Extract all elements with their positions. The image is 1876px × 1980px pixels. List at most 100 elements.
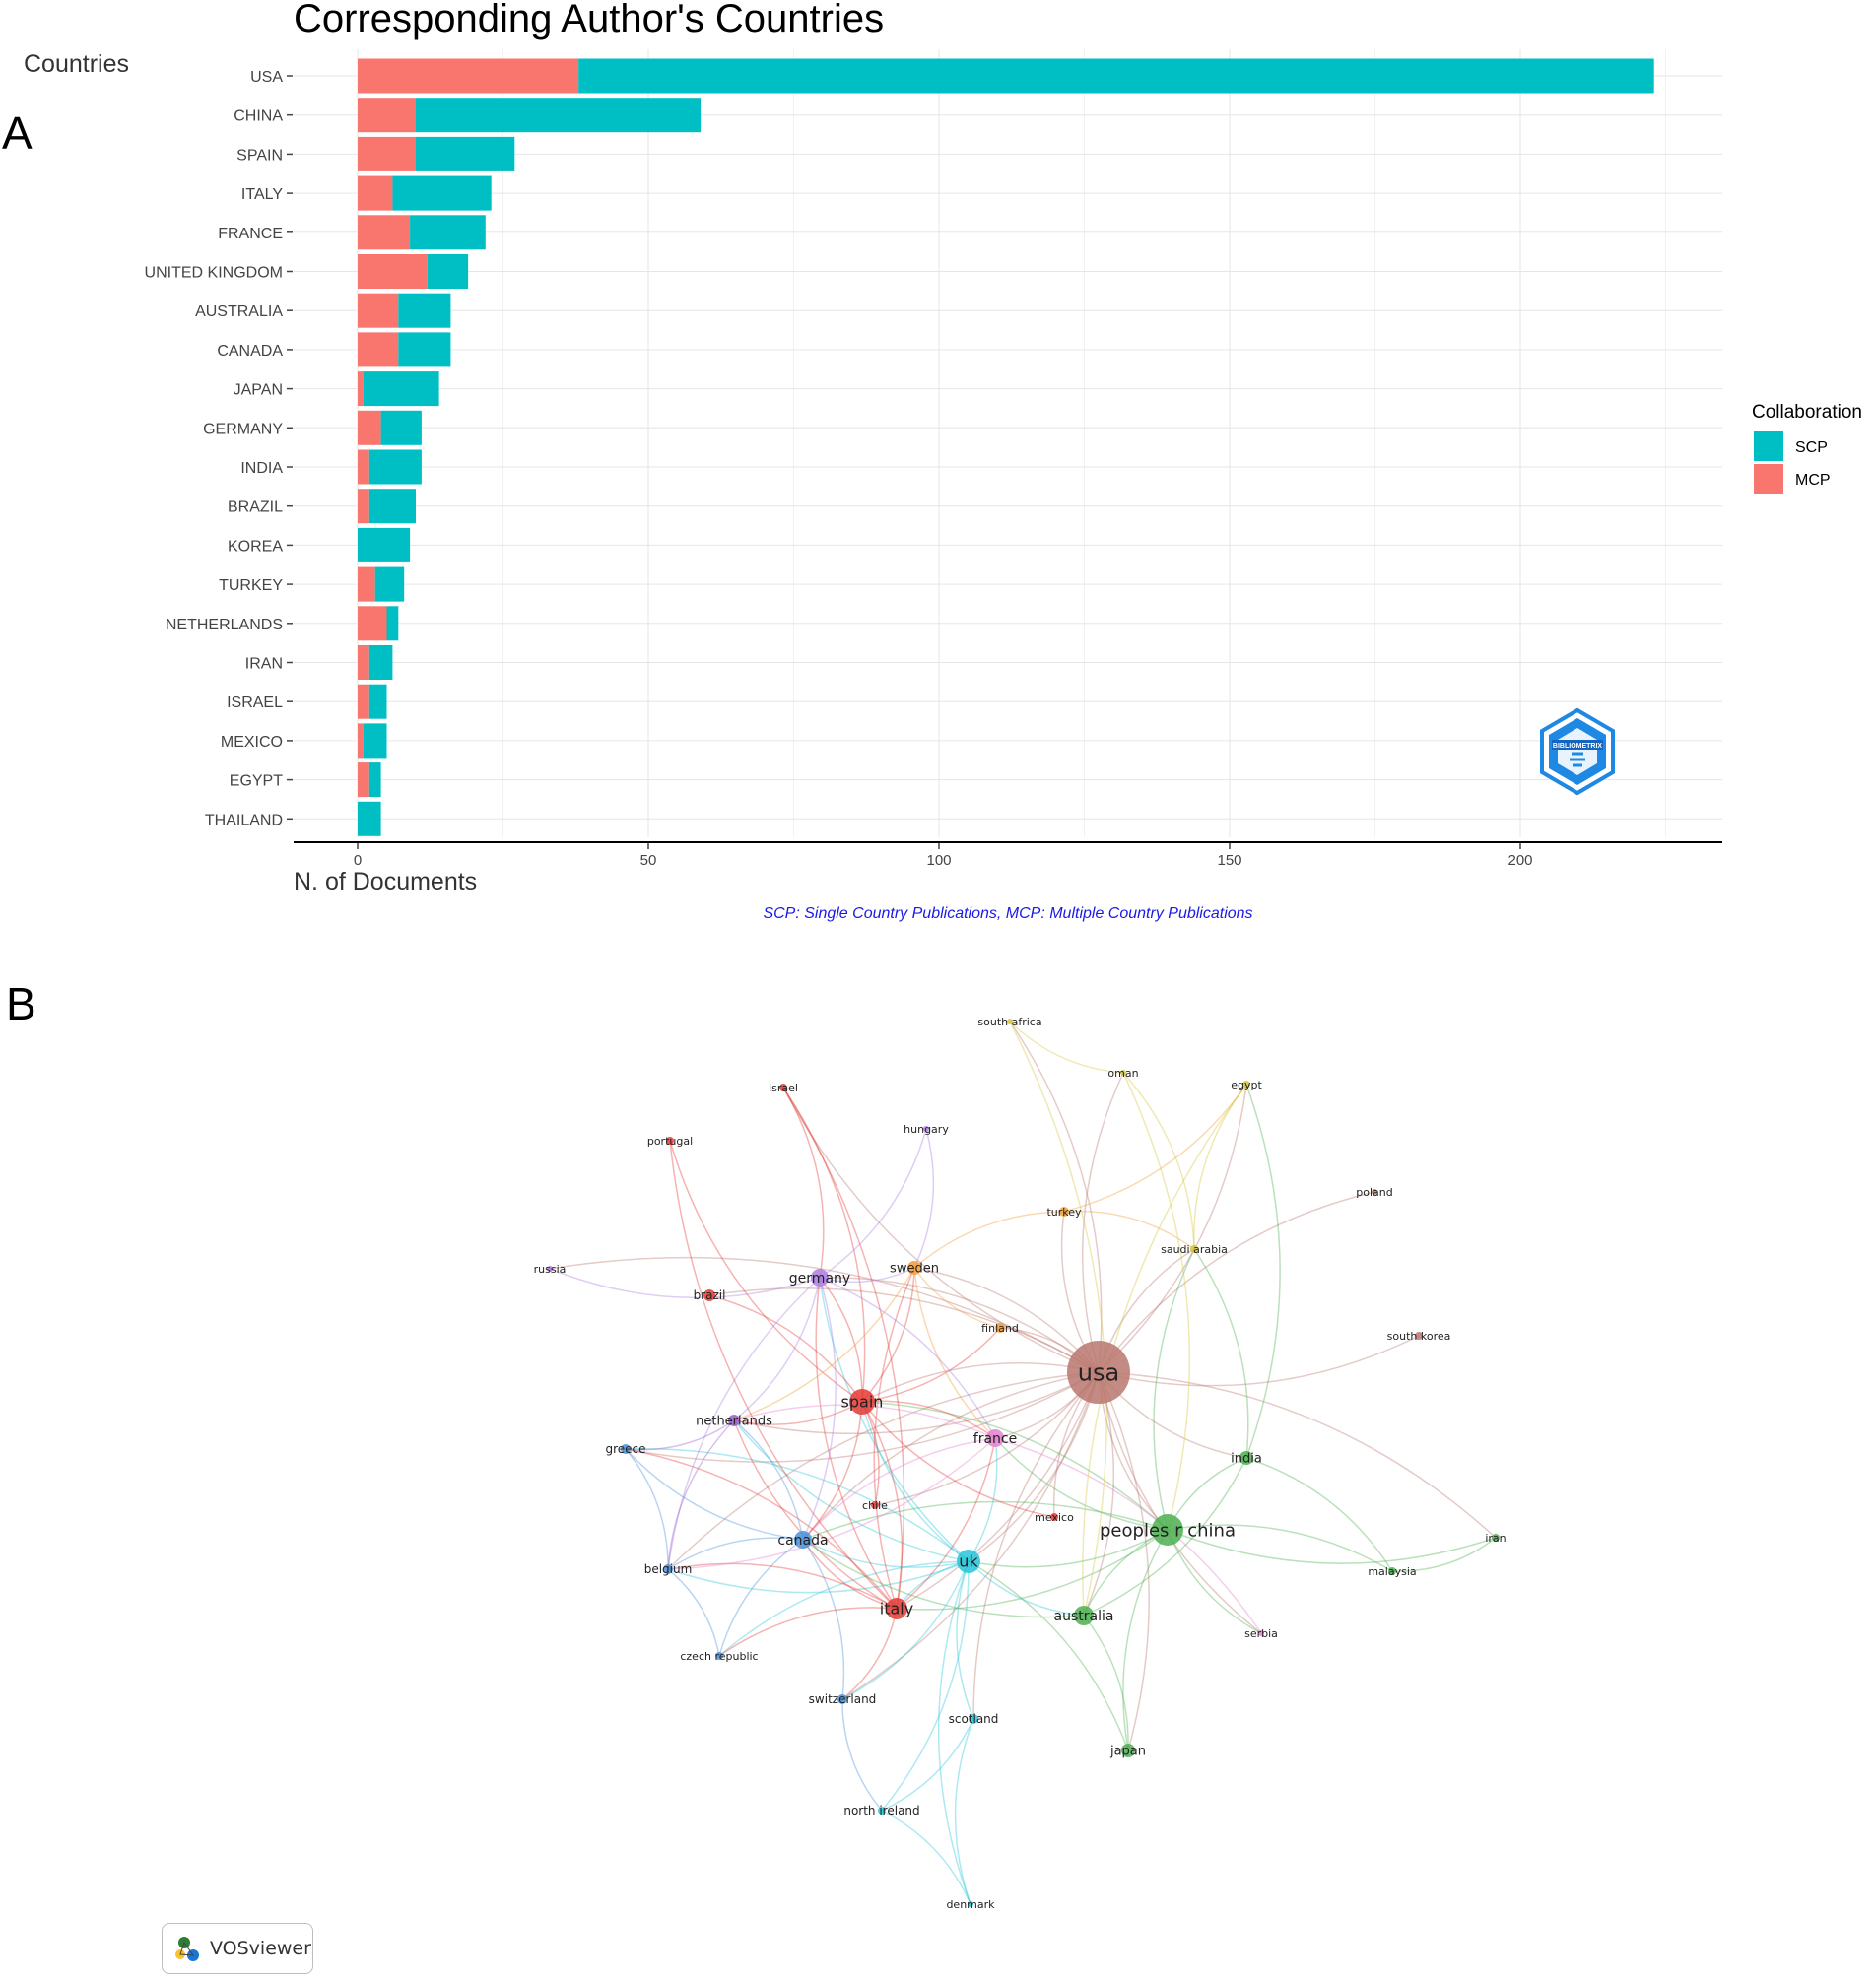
network-edge [718,1560,970,1657]
network-edge [733,1419,898,1610]
node-netherlands [728,1415,740,1426]
node-label-germany: germany [789,1271,850,1287]
network-edge [819,1267,915,1284]
node-label-netherlands: netherlands [696,1415,772,1429]
network-edge [733,1277,821,1421]
bar-scp-china [416,98,702,133]
legend: Collaboration SCP MCP [1752,402,1862,494]
node-russia [547,1266,553,1272]
bar-scp-canada [398,332,451,367]
network-edge [1193,1084,1247,1250]
node-label-saudi: saudi arabia [1161,1243,1228,1256]
y-tick-label: UNITED KINGDOM [145,265,283,282]
network-edge [1167,1529,1497,1564]
bar-mcp-canada [358,332,399,367]
network-edge [625,1448,898,1610]
bibliometrix-logo: BIBLIOMETRIX [1540,707,1615,796]
x-tick-label: 0 [354,852,362,869]
bar-mcp-australia [358,293,399,328]
y-tick-label: ISRAEL [227,694,283,711]
legend-title: Collaboration [1752,402,1862,423]
network-edge [1245,1457,1393,1572]
network-edge [896,1437,996,1610]
node-label-finland: finland [981,1322,1019,1335]
node-czech [715,1652,723,1660]
node-label-greece: greece [605,1442,645,1456]
legend-swatch-scp [1754,431,1783,461]
y-tick-label: BRAZIL [228,499,283,516]
network-edge [968,1560,1085,1617]
network-edge [1083,1371,1115,1617]
bar-mcp-usa [358,58,579,94]
node-nireland [878,1807,886,1815]
node-italy [886,1598,907,1619]
network-edge [1063,1210,1195,1250]
y-tick-label: GERMANY [203,421,283,437]
network-edge [1098,1371,1150,1751]
node-malaysia [1388,1567,1396,1575]
bar-scp-netherlands [386,606,399,641]
y-tick-label: MEXICO [221,734,283,751]
network-edge [819,1128,927,1279]
node-india [1240,1451,1253,1465]
network-edge [896,1371,1100,1610]
network-edge [881,1718,974,1812]
node-label-sweden: sweden [890,1262,939,1277]
network-labels: usa peoples r china uk spain italy germany fra… [534,1016,1507,1911]
node-skorea [1415,1332,1423,1340]
node-label-malaysia: malaysia [1368,1565,1416,1578]
node-serbia [1258,1630,1264,1636]
bar-scp-thailand [358,801,381,836]
panel-b-label: B [6,978,36,1029]
node-iran [1492,1534,1500,1542]
network-edge [625,1419,735,1451]
bar-scp-korea [358,527,411,562]
network-edge [1009,1021,1107,1617]
network-edge [733,1419,970,1562]
node-label-chile: chile [862,1499,888,1512]
panel-a-label: A [2,107,33,159]
network-edge [667,1277,821,1570]
network-edge [994,1437,1169,1531]
network-edge [873,1267,915,1610]
y-tick-label: USA [250,69,283,86]
node-label-hungary: hungary [904,1123,949,1136]
network-edge [937,1560,972,1905]
network-edge [841,1608,898,1700]
network-edge [968,1529,1169,1568]
bar-scp-australia [398,293,451,328]
network-edge [819,1277,970,1562]
network-edge [819,1277,1100,1373]
network-edge [1083,1615,1129,1751]
network-edge [1098,1371,1497,1539]
legend-label-scp: SCP [1795,439,1828,456]
network-edge [1167,1457,1247,1531]
network-edge [913,1128,935,1269]
network-edge [956,1560,974,1720]
node-denmark [968,1901,973,1907]
network-edge [802,1539,1085,1618]
node-label-italy: italy [880,1600,913,1618]
network-edge [802,1371,1100,1541]
node-japan [1121,1744,1135,1757]
chart-title: Corresponding Author's Countries [294,0,884,40]
network-edge [802,1277,837,1541]
node-label-usa: usa [1078,1358,1119,1386]
y-tick-label: AUSTRALIA [195,303,283,320]
network-edge [667,1537,804,1570]
node-label-canada: canada [777,1533,828,1549]
network-edge [972,1371,1100,1720]
y-tick-label: TURKEY [219,577,283,594]
network-edge [861,1401,1169,1531]
bar-mcp-mexico [358,723,364,759]
network-edge [718,1607,898,1657]
node-label-turkey: turkey [1046,1206,1082,1219]
network-edge [625,1448,804,1541]
node-scotland [969,1714,978,1724]
network-edge [1081,1072,1124,1373]
bar-scp-israel [368,684,387,719]
network-edge [841,1560,970,1700]
node-switzerland [838,1694,847,1704]
network-edge [1153,1248,1195,1531]
network-edge [861,1267,915,1403]
